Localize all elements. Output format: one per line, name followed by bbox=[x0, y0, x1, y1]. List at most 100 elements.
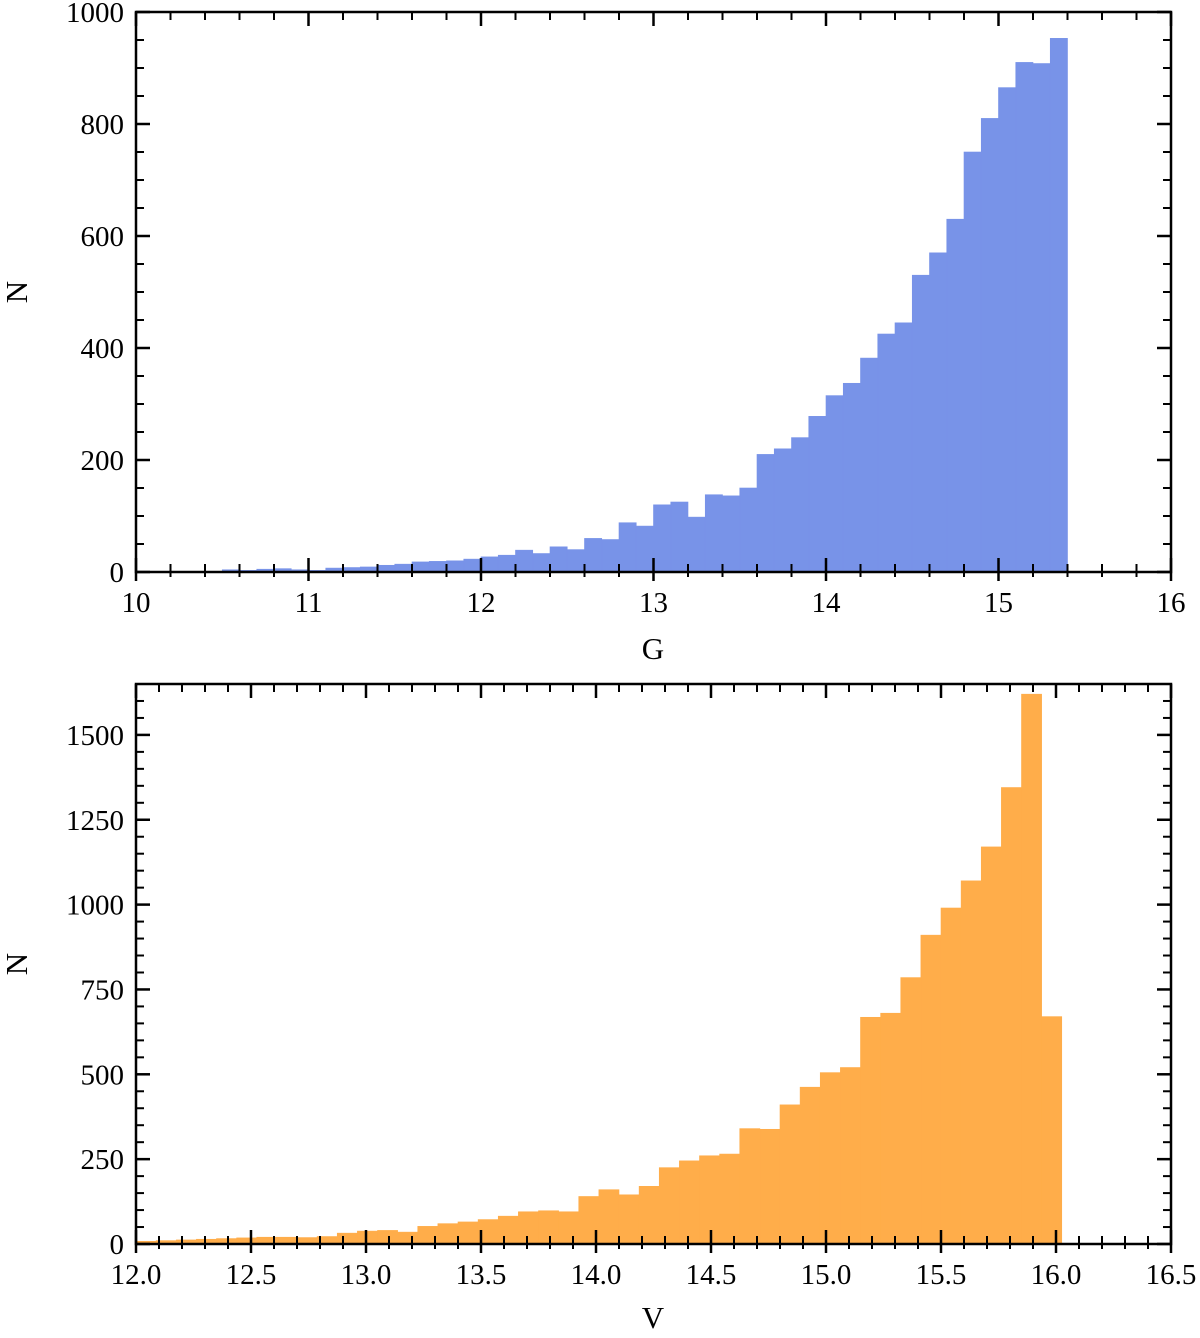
histogram-bar bbox=[518, 1211, 539, 1245]
histogram-bar bbox=[946, 218, 965, 573]
histogram-bar bbox=[497, 1215, 519, 1245]
y-tick-label: 0 bbox=[110, 1229, 125, 1261]
y-tick-label: 400 bbox=[81, 333, 125, 365]
histogram-bar bbox=[980, 846, 1002, 1245]
histogram-bar bbox=[699, 1155, 720, 1245]
x-tick-label: 10 bbox=[122, 587, 151, 619]
histogram-bar bbox=[601, 539, 620, 573]
v-y-tick-labels: 0 250 500 750 1000 1250 1500 bbox=[66, 720, 124, 1261]
x-tick-label: 16.5 bbox=[1146, 1259, 1197, 1291]
histogram-bar bbox=[929, 252, 948, 573]
v-magnitude-histogram: 12.0 12.5 13.0 13.5 14.0 14.5 15.0 15.5 16.0 16.5… bbox=[0, 682, 1197, 1335]
histogram-bar bbox=[446, 560, 465, 573]
y-tick-label: 600 bbox=[81, 221, 125, 253]
y-tick-label: 500 bbox=[81, 1059, 125, 1091]
histogram-bar bbox=[998, 87, 1017, 573]
histogram-bar bbox=[719, 1153, 741, 1245]
histogram-bar bbox=[860, 357, 879, 573]
histogram-bar bbox=[679, 1160, 700, 1245]
histogram-bar bbox=[791, 437, 810, 573]
x-tick-label: 13.5 bbox=[456, 1259, 507, 1291]
histogram-bar bbox=[739, 1128, 761, 1245]
histogram-bar bbox=[538, 1210, 559, 1245]
histogram-bar bbox=[584, 538, 603, 573]
x-tick-label: 12 bbox=[467, 587, 496, 619]
histogram-bar bbox=[900, 977, 922, 1245]
v-x-axis-label: V bbox=[642, 1300, 665, 1333]
histogram-bar bbox=[566, 549, 585, 573]
x-tick-label: 15.0 bbox=[801, 1259, 852, 1291]
histogram-bar bbox=[497, 554, 516, 573]
v-plot-frame bbox=[134, 682, 1173, 1246]
histogram-bar bbox=[1015, 62, 1034, 573]
histogram-bar bbox=[532, 553, 551, 573]
histogram-bar bbox=[1021, 693, 1042, 1245]
histogram-bar bbox=[1049, 38, 1068, 573]
histogram-bar bbox=[558, 1211, 580, 1245]
histogram-bar bbox=[336, 1232, 358, 1245]
x-tick-label: 13.0 bbox=[341, 1259, 392, 1291]
y-tick-label: 1000 bbox=[66, 0, 124, 29]
x-tick-label: 13 bbox=[639, 587, 668, 619]
histogram-bar bbox=[1032, 63, 1051, 573]
v-axis-ticks bbox=[134, 683, 1173, 1253]
histogram-bar bbox=[819, 1072, 841, 1245]
histogram-bar bbox=[480, 556, 499, 573]
histogram-bar bbox=[635, 525, 654, 573]
histogram-bar bbox=[1041, 1016, 1063, 1245]
histogram-bar bbox=[704, 494, 723, 573]
histogram-bar bbox=[739, 487, 758, 573]
histogram-bar bbox=[411, 561, 430, 573]
v-histogram-bars bbox=[135, 693, 1063, 1245]
histogram-bar bbox=[598, 1189, 620, 1245]
histogram-bar bbox=[877, 333, 896, 573]
y-tick-label: 1500 bbox=[66, 720, 124, 752]
y-tick-label: 1250 bbox=[66, 805, 124, 837]
histogram-bar bbox=[980, 118, 999, 573]
g-x-tick-labels: 10 11 12 13 14 15 16 bbox=[122, 587, 1186, 619]
x-tick-label: 14.5 bbox=[686, 1259, 737, 1291]
histogram-bar bbox=[773, 448, 792, 573]
x-tick-label: 15 bbox=[984, 587, 1013, 619]
v-y-axis-label: N bbox=[0, 953, 34, 975]
y-tick-label: 750 bbox=[81, 974, 125, 1006]
histogram-bar bbox=[825, 395, 844, 573]
histogram-bar bbox=[549, 546, 568, 573]
g-y-axis-label: N bbox=[0, 281, 34, 303]
histogram-bar bbox=[618, 1194, 640, 1245]
histogram-bar bbox=[1001, 787, 1022, 1245]
histogram-bar bbox=[960, 880, 982, 1245]
y-tick-label: 200 bbox=[81, 445, 125, 477]
x-tick-label: 16 bbox=[1157, 587, 1186, 619]
histogram-bar bbox=[515, 549, 534, 573]
histogram-bar bbox=[911, 274, 930, 573]
histogram-bar bbox=[397, 1231, 419, 1245]
histogram-bar bbox=[759, 1128, 781, 1245]
histogram-bar bbox=[894, 322, 913, 573]
histogram-bar bbox=[842, 382, 861, 573]
x-tick-label: 16.0 bbox=[1031, 1259, 1082, 1291]
histogram-bar bbox=[687, 516, 706, 573]
y-tick-label: 1000 bbox=[66, 890, 124, 922]
histogram-bar bbox=[880, 1012, 902, 1245]
x-tick-label: 12.0 bbox=[111, 1259, 162, 1291]
histogram-bar bbox=[756, 454, 775, 573]
g-histogram-bars bbox=[152, 38, 1068, 573]
y-tick-label: 250 bbox=[81, 1144, 125, 1176]
histogram-bar bbox=[463, 558, 482, 573]
y-tick-label: 800 bbox=[81, 109, 125, 141]
histogram-bar bbox=[920, 934, 942, 1245]
histogram-bar bbox=[808, 416, 827, 573]
histogram-bar bbox=[860, 1016, 881, 1245]
x-tick-label: 14 bbox=[812, 587, 842, 619]
histogram-bar bbox=[940, 907, 962, 1245]
histogram-bar bbox=[722, 495, 741, 573]
histogram-bar bbox=[779, 1104, 801, 1245]
histogram-bar bbox=[357, 1230, 378, 1245]
histogram-bar bbox=[840, 1067, 861, 1245]
histogram-bar bbox=[638, 1186, 660, 1245]
histogram-bar bbox=[437, 1223, 459, 1245]
histogram-bar bbox=[658, 1167, 680, 1245]
